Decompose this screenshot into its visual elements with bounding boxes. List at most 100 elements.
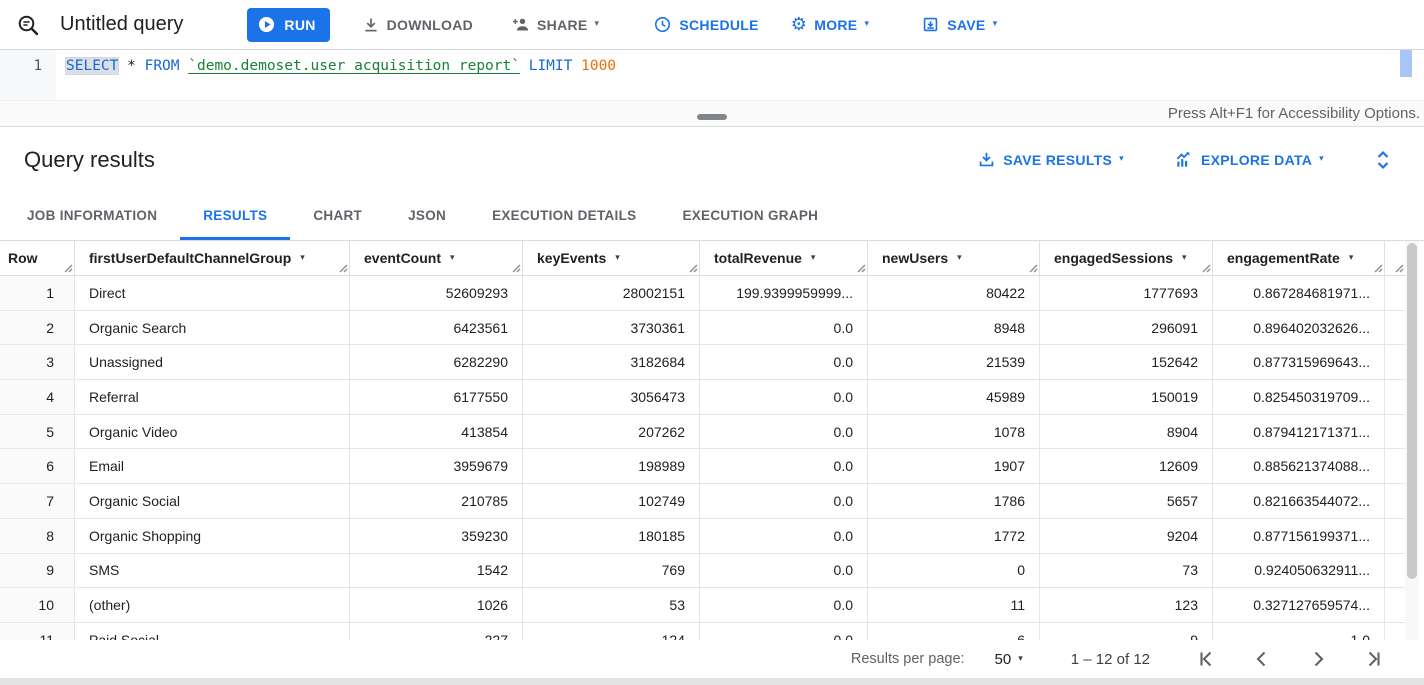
table-cell-firstUserDefaultChannelGroup[interactable]: Email [75, 449, 350, 485]
table-cell-totalRevenue[interactable]: 0.0 [700, 484, 868, 519]
row-number-cell[interactable]: 2 [0, 310, 75, 346]
table-cell-newUsers[interactable]: 1907 [868, 449, 1040, 485]
column-resize-grip[interactable] [63, 263, 73, 273]
table-cell-eventCount[interactable]: 6177550 [350, 380, 523, 415]
table-cell-eventCount[interactable]: 413854 [350, 414, 523, 450]
table-cell-totalRevenue[interactable]: 0.0 [700, 380, 868, 415]
table-cell-keyEvents[interactable]: 3182684 [523, 345, 700, 381]
table-cell-keyEvents[interactable]: 198989 [523, 449, 700, 485]
table-cell-keyEvents[interactable]: 28002151 [523, 276, 700, 311]
table-cell-totalRevenue[interactable]: 0.0 [700, 310, 868, 346]
table-cell-eventCount[interactable]: 6423561 [350, 310, 523, 346]
previous-page-button[interactable] [1250, 647, 1274, 671]
table-cell-newUsers[interactable]: 80422 [868, 276, 1040, 311]
table-cell-engagementRate[interactable]: 0.825450319709... [1213, 380, 1385, 415]
table-vertical-scrollbar[interactable] [1405, 241, 1419, 640]
table-cell-totalRevenue[interactable]: 0.0 [700, 414, 868, 450]
row-number-cell[interactable]: 1 [0, 276, 75, 311]
table-cell-engagementRate[interactable]: 0.879412171371... [1213, 414, 1385, 450]
share-button[interactable]: SHARE ▾ [511, 15, 599, 34]
download-button[interactable]: DOWNLOAD [362, 16, 473, 34]
table-cell-engagementRate[interactable]: 0.821663544072... [1213, 484, 1385, 519]
column-header-engagementRate[interactable]: engagementRate ▾ [1213, 241, 1385, 276]
table-cell-newUsers[interactable]: 0 [868, 553, 1040, 589]
table-cell-totalRevenue[interactable]: 0.0 [700, 588, 868, 623]
table-cell-newUsers[interactable]: 1786 [868, 484, 1040, 519]
table-cell-keyEvents[interactable]: 180185 [523, 518, 700, 554]
row-number-cell[interactable]: 6 [0, 449, 75, 485]
table-cell-engagedSessions[interactable]: 12609 [1040, 449, 1213, 485]
row-number-cell[interactable]: 4 [0, 380, 75, 415]
table-cell-keyEvents[interactable]: 769 [523, 553, 700, 589]
table-cell-engagementRate[interactable]: 0.867284681971... [1213, 276, 1385, 311]
table-cell-engagementRate[interactable]: 1.0 [1213, 622, 1385, 640]
column-header-keyEvents[interactable]: keyEvents ▾ [523, 241, 700, 276]
column-menu-icon[interactable]: ▾ [1348, 252, 1354, 263]
pane-resize-handle[interactable] [697, 114, 727, 120]
tab-results[interactable]: RESULTS [180, 191, 291, 240]
table-cell-keyEvents[interactable]: 124 [523, 622, 700, 640]
table-cell-newUsers[interactable]: 1772 [868, 518, 1040, 554]
table-cell-newUsers[interactable]: 45989 [868, 380, 1040, 415]
next-page-button[interactable] [1306, 647, 1330, 671]
table-cell-engagedSessions[interactable]: 9 [1040, 622, 1213, 640]
table-cell-engagedSessions[interactable]: 8904 [1040, 414, 1213, 450]
sql-editor[interactable]: 1 SELECT * FROM `demo.demoset.user_acqui… [0, 50, 1424, 100]
table-cell-totalRevenue[interactable]: 0.0 [700, 553, 868, 589]
tab-json[interactable]: JSON [385, 191, 469, 240]
table-cell-engagementRate[interactable]: 0.924050632911... [1213, 553, 1385, 589]
table-cell-engagementRate[interactable]: 0.885621374088... [1213, 449, 1385, 485]
table-cell-engagedSessions[interactable]: 9204 [1040, 518, 1213, 554]
table-cell-keyEvents[interactable]: 53 [523, 588, 700, 623]
table-cell-newUsers[interactable]: 8948 [868, 310, 1040, 346]
table-cell-totalRevenue[interactable]: 0.0 [700, 449, 868, 485]
page-size-select[interactable]: 50 ▾ [994, 650, 1023, 668]
table-cell-newUsers[interactable]: 1078 [868, 414, 1040, 450]
table-cell-totalRevenue[interactable]: 0.0 [700, 518, 868, 554]
row-number-cell[interactable]: 8 [0, 518, 75, 554]
column-resize-grip[interactable] [1201, 263, 1211, 273]
table-cell-eventCount[interactable]: 3959679 [350, 449, 523, 485]
column-header-Row[interactable]: Row [0, 241, 75, 276]
column-header-firstUserDefaultChannelGroup[interactable]: firstUserDefaultChannelGroup ▾ [75, 241, 350, 276]
run-button[interactable]: RUN [247, 7, 330, 42]
first-page-button[interactable] [1194, 647, 1218, 671]
column-menu-icon[interactable]: ▾ [810, 252, 816, 263]
table-cell-totalRevenue[interactable]: 199.9399959999... [700, 276, 868, 311]
table-cell-firstUserDefaultChannelGroup[interactable]: Paid Social [75, 622, 350, 640]
sql-code-line[interactable]: SELECT * FROM `demo.demoset.user_acquisi… [66, 58, 616, 74]
table-cell-newUsers[interactable]: 11 [868, 588, 1040, 623]
column-header-totalRevenue[interactable]: totalRevenue ▾ [700, 241, 868, 276]
table-cell-totalRevenue[interactable]: 0.0 [700, 622, 868, 640]
tab-chart[interactable]: CHART [290, 191, 385, 240]
column-header-eventCount[interactable]: eventCount ▾ [350, 241, 523, 276]
save-results-button[interactable]: SAVE RESULTS ▾ [977, 150, 1124, 169]
column-menu-icon[interactable]: ▾ [1182, 252, 1187, 263]
table-scrollbar-thumb[interactable] [1407, 243, 1417, 579]
table-cell-engagedSessions[interactable]: 296091 [1040, 310, 1213, 346]
horizontal-scrollbar[interactable] [0, 678, 1424, 685]
last-page-button[interactable] [1362, 647, 1386, 671]
row-number-cell[interactable]: 10 [0, 588, 75, 623]
row-number-cell[interactable]: 9 [0, 553, 75, 589]
table-cell-firstUserDefaultChannelGroup[interactable]: Unassigned [75, 345, 350, 381]
table-cell-firstUserDefaultChannelGroup[interactable]: Direct [75, 276, 350, 311]
row-number-cell[interactable]: 3 [0, 345, 75, 381]
table-cell-engagementRate[interactable]: 0.877315969643... [1213, 345, 1385, 381]
column-menu-icon[interactable]: ▾ [615, 252, 620, 263]
table-cell-eventCount[interactable]: 1026 [350, 588, 523, 623]
table-cell-eventCount[interactable]: 210785 [350, 484, 523, 519]
table-cell-eventCount[interactable]: 6282290 [350, 345, 523, 381]
more-button[interactable]: ⚙ MORE ▾ [790, 13, 870, 35]
expand-collapse-button[interactable] [1374, 149, 1392, 171]
table-cell-totalRevenue[interactable]: 0.0 [700, 345, 868, 381]
column-resize-grip[interactable] [338, 263, 348, 273]
table-cell-firstUserDefaultChannelGroup[interactable]: (other) [75, 588, 350, 623]
table-cell-engagedSessions[interactable]: 150019 [1040, 380, 1213, 415]
row-number-cell[interactable]: 11 [0, 622, 75, 640]
table-cell-newUsers[interactable]: 6 [868, 622, 1040, 640]
table-cell-engagedSessions[interactable]: 152642 [1040, 345, 1213, 381]
tab-job-information[interactable]: JOB INFORMATION [4, 191, 180, 240]
table-cell-engagedSessions[interactable]: 73 [1040, 553, 1213, 589]
table-cell-engagementRate[interactable]: 0.896402032626... [1213, 310, 1385, 346]
